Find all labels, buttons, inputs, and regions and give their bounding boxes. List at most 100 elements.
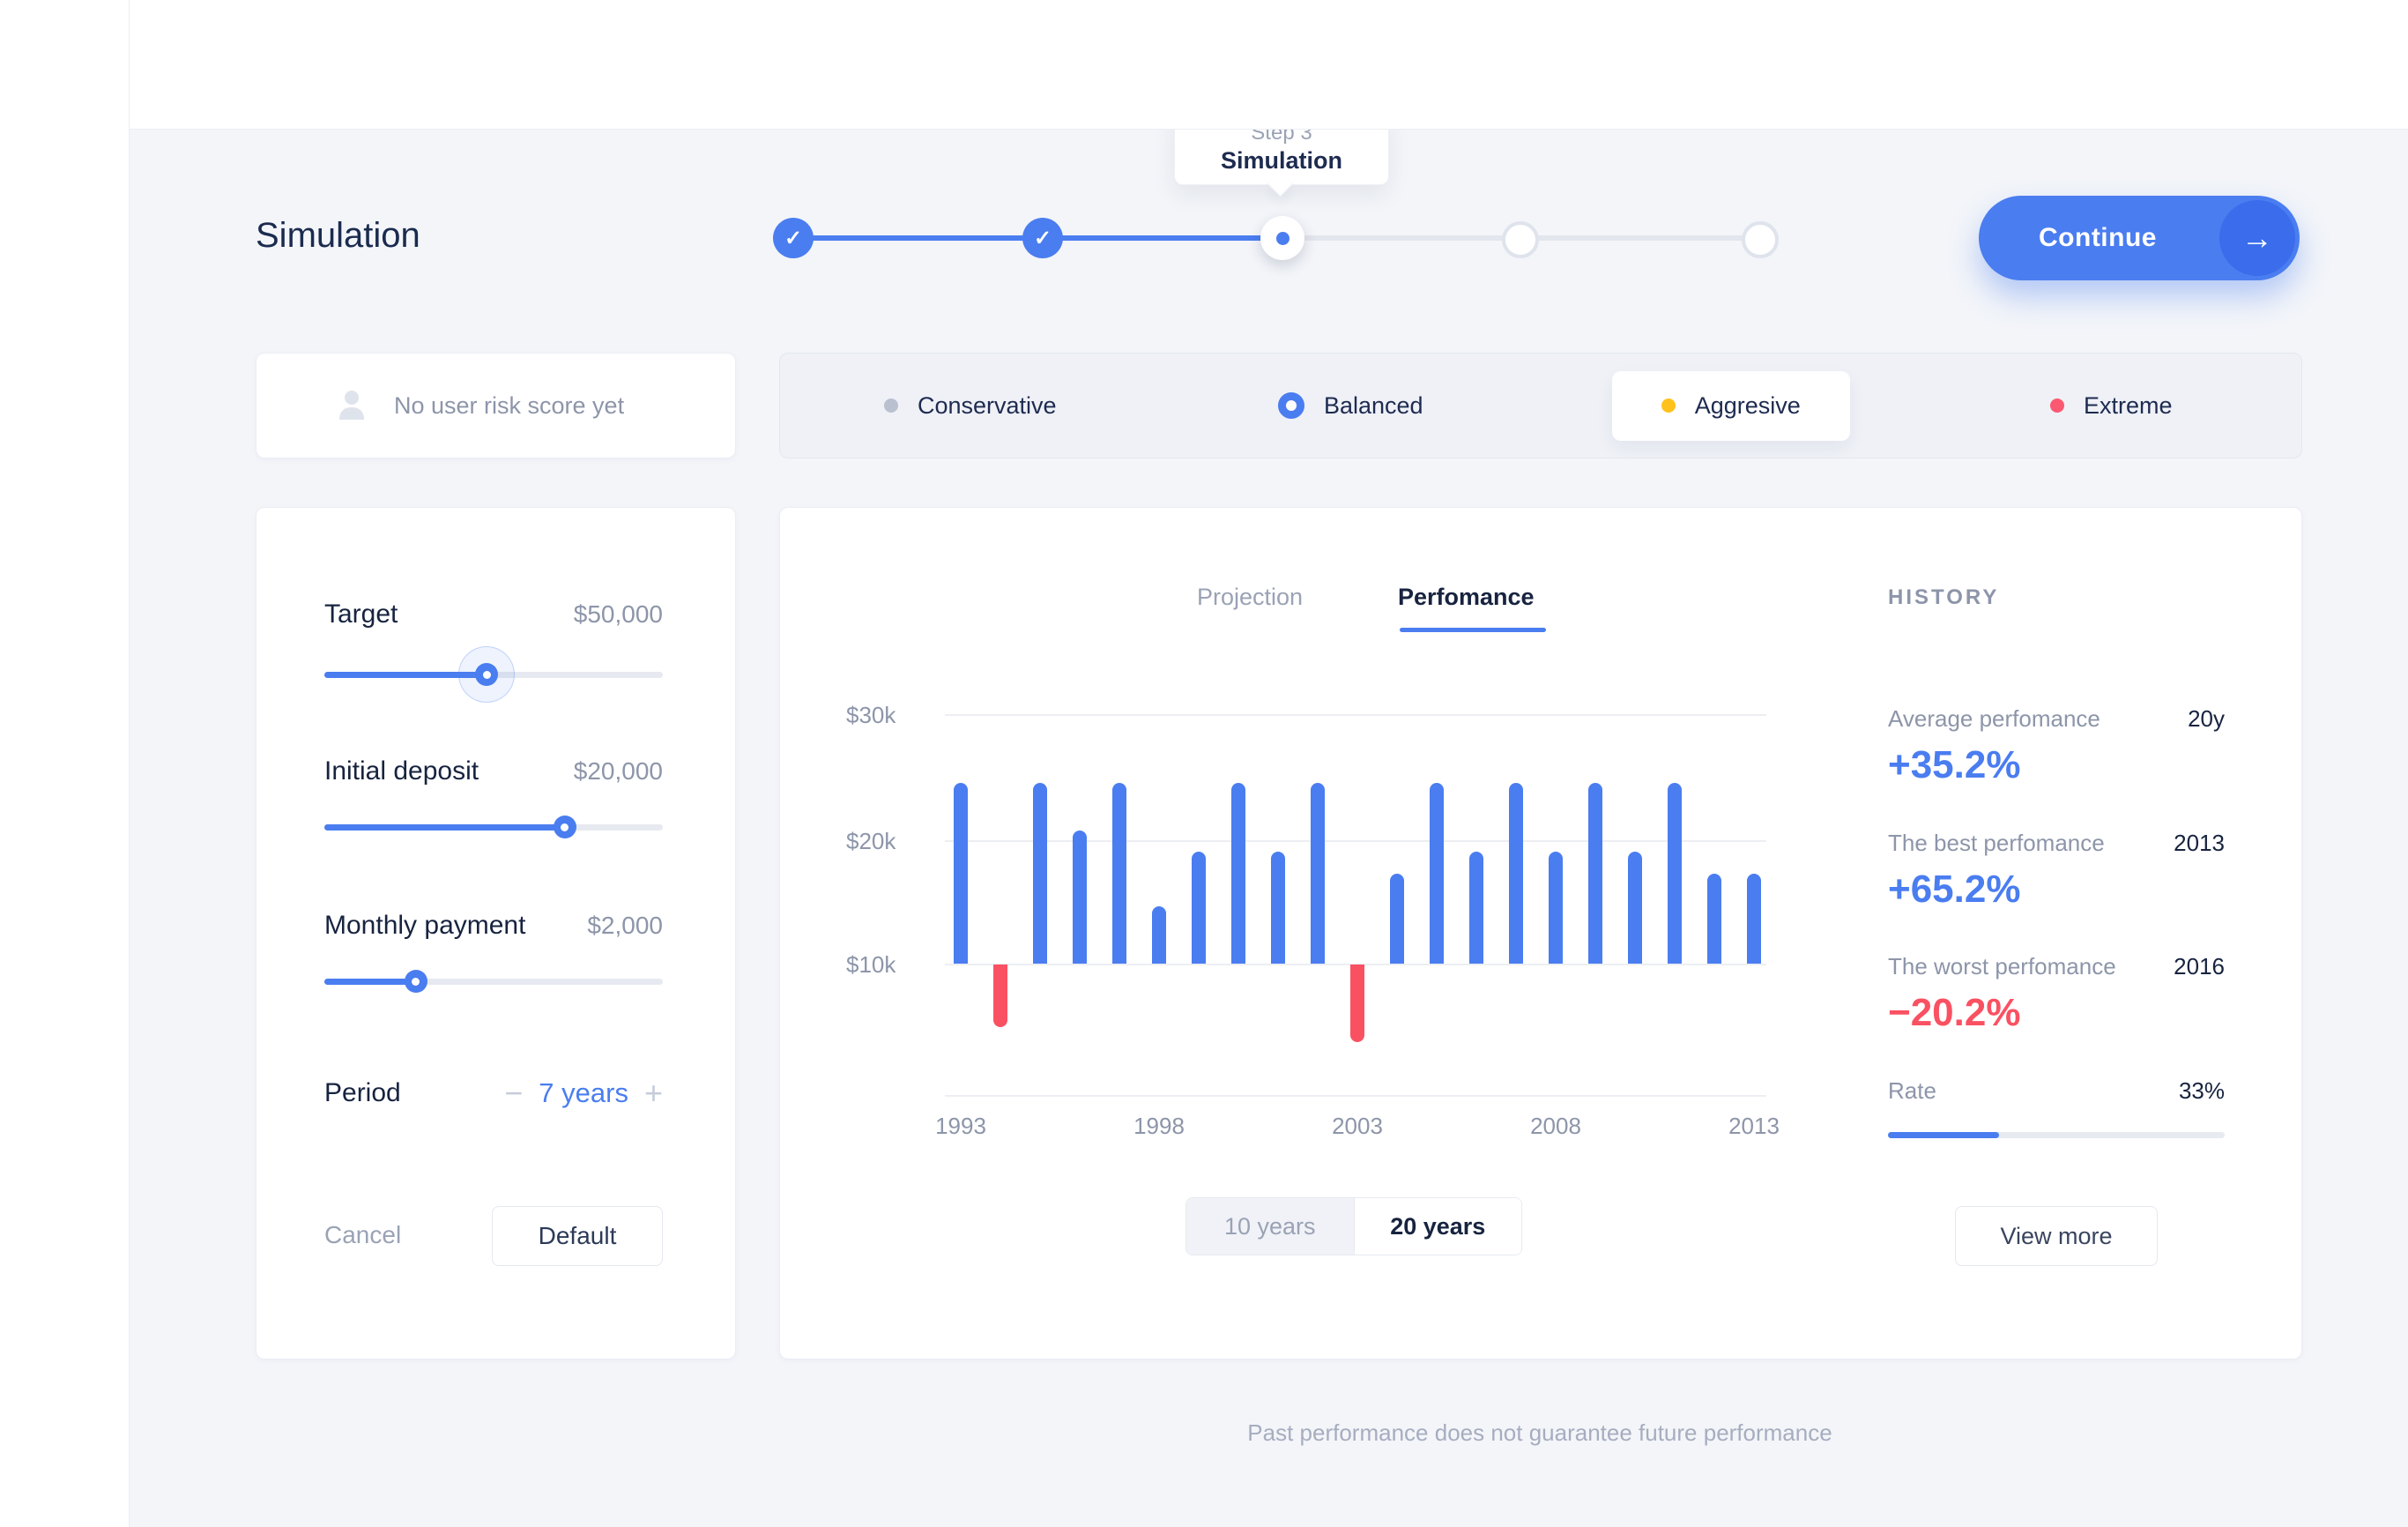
history-worst-meta: 2016 [2174, 953, 2225, 980]
bar-2007 [1509, 783, 1523, 964]
bar-2005 [1430, 783, 1444, 964]
y-tick-10k: $10k [846, 951, 896, 978]
bar-2011 [1668, 783, 1682, 964]
initial-deposit-slider-handle[interactable] [553, 816, 576, 838]
y-tick-30k: $30k [846, 702, 896, 728]
risk-option-label: Conservative [917, 391, 1057, 419]
default-button[interactable]: Default [492, 1206, 663, 1266]
initial-deposit-slider[interactable] [324, 816, 663, 838]
risk-option-label: Aggresive [1694, 391, 1801, 419]
stepper-step-1[interactable]: ✓ [773, 218, 814, 258]
bar-2009 [1588, 783, 1602, 964]
y-tick-20k: $20k [846, 828, 896, 854]
continue-label: Continue [2039, 223, 2157, 252]
period-increase-button[interactable]: + [643, 1075, 663, 1111]
risk-dot-icon [1661, 399, 1676, 413]
history-worst-row: The worst perfomance 2016 [1888, 953, 2225, 980]
bar-2001 [1271, 852, 1285, 964]
bar-2008 [1549, 852, 1563, 964]
risk-option-conservative[interactable]: Conservative [780, 354, 1161, 458]
history-title: HISTORY [1888, 585, 2000, 609]
risk-option-balanced[interactable]: Balanced [1161, 354, 1542, 458]
history-average-row: Average perfomance 20y [1888, 705, 2225, 733]
target-value: $50,000 [573, 600, 663, 628]
x-label-1998: 1998 [1133, 1113, 1185, 1139]
stepper-step-2[interactable]: ✓ [1022, 218, 1063, 258]
continue-button[interactable]: Continue → [1979, 196, 2300, 280]
bar-1996 [1073, 831, 1087, 964]
initial-deposit-value: $20,000 [573, 757, 663, 785]
period-row: Period − 7 years + [324, 1077, 663, 1109]
risk-level-selector: Conservative Balanced Aggresive Extreme [779, 353, 2302, 458]
monthly-payment-slider-handle[interactable] [404, 970, 427, 993]
period-value: 7 years [539, 1077, 628, 1108]
bar-1993 [954, 783, 968, 964]
initial-deposit-label: Initial deposit [324, 756, 479, 786]
risk-score-empty-label: No user risk score yet [394, 391, 625, 419]
rate-progress [1888, 1132, 2225, 1138]
risk-score-card: No user risk score yet [256, 353, 736, 458]
period-decrease-button[interactable]: − [504, 1075, 524, 1111]
risk-dot-icon [883, 399, 898, 413]
bar-2004 [1390, 874, 1404, 964]
cancel-button[interactable]: Cancel [324, 1221, 402, 1248]
x-label-2013: 2013 [1728, 1113, 1780, 1139]
target-slider[interactable] [324, 646, 663, 703]
target-label: Target [324, 600, 398, 629]
target-row: Target $50,000 [324, 600, 663, 629]
tab-perfomance[interactable]: Perfomance [1398, 584, 1535, 610]
bar-2002 [1311, 783, 1325, 964]
range-toggle: 10 years 20 years [1185, 1197, 1522, 1255]
history-average-meta: 20y [2188, 705, 2225, 732]
risk-option-extreme[interactable]: Extreme [1921, 354, 2302, 458]
bar-1998 [1152, 906, 1166, 964]
rate-value: 33% [2178, 1077, 2225, 1104]
monthly-payment-value: $2,000 [587, 912, 663, 939]
bar-1995 [1033, 783, 1047, 964]
bar-1999 [1192, 852, 1206, 964]
step-tooltip-label: Simulation [1220, 147, 1342, 174]
bar-2010 [1628, 852, 1642, 964]
period-label: Period [324, 1078, 401, 1107]
x-label-1993: 1993 [935, 1113, 986, 1139]
stepper-step-3[interactable] [1260, 216, 1304, 260]
monthly-payment-slider[interactable] [324, 970, 663, 993]
risk-option-label: Balanced [1323, 391, 1423, 419]
bar-2013 [1747, 874, 1761, 964]
history-average-label: Average perfomance [1888, 705, 2100, 732]
toggle-10-years[interactable]: 10 years [1186, 1198, 1354, 1255]
risk-dot-icon [2049, 399, 2064, 413]
radio-selected-icon [1277, 392, 1304, 419]
stepper-step-4[interactable] [1502, 221, 1539, 258]
history-best-row: The best perfomance 2013 [1888, 830, 2225, 857]
disclaimer-note: Past performance does not guarantee futu… [1247, 1419, 1832, 1446]
arrow-right-icon: → [2219, 200, 2295, 276]
toggle-20-years[interactable]: 20 years [1353, 1198, 1521, 1255]
history-best-label: The best perfomance [1888, 830, 2105, 856]
rate-row: Rate 33% [1888, 1077, 2225, 1105]
history-best-meta: 2013 [2174, 830, 2225, 856]
risk-option-aggresive[interactable]: Aggresive [1541, 354, 1921, 458]
initial-deposit-row: Initial deposit $20,000 [324, 756, 663, 786]
history-worst-label: The worst perfomance [1888, 953, 2116, 980]
monthly-payment-label: Monthly payment [324, 911, 526, 940]
risk-option-label: Extreme [2083, 391, 2173, 419]
page-title: Simulation [256, 216, 420, 255]
view-more-button[interactable]: View more [1955, 1206, 2158, 1266]
user-silhouette-icon [339, 391, 364, 420]
bar-2003 [1350, 965, 1364, 1042]
rate-label: Rate [1888, 1077, 1936, 1104]
bar-2000 [1231, 783, 1245, 964]
x-axis-line [945, 1095, 1766, 1097]
top-bar [0, 0, 2408, 130]
gridline-20k [945, 840, 1766, 842]
bar-1997 [1112, 783, 1126, 964]
stepper-step-5[interactable] [1742, 221, 1779, 258]
tab-projection[interactable]: Projection [1197, 584, 1304, 610]
history-best-value: +65.2% [1888, 868, 2021, 911]
bar-1994 [993, 965, 1007, 1027]
target-slider-handle[interactable] [475, 663, 499, 686]
x-label-2003: 2003 [1332, 1113, 1383, 1139]
monthly-payment-row: Monthly payment $2,000 [324, 911, 663, 941]
